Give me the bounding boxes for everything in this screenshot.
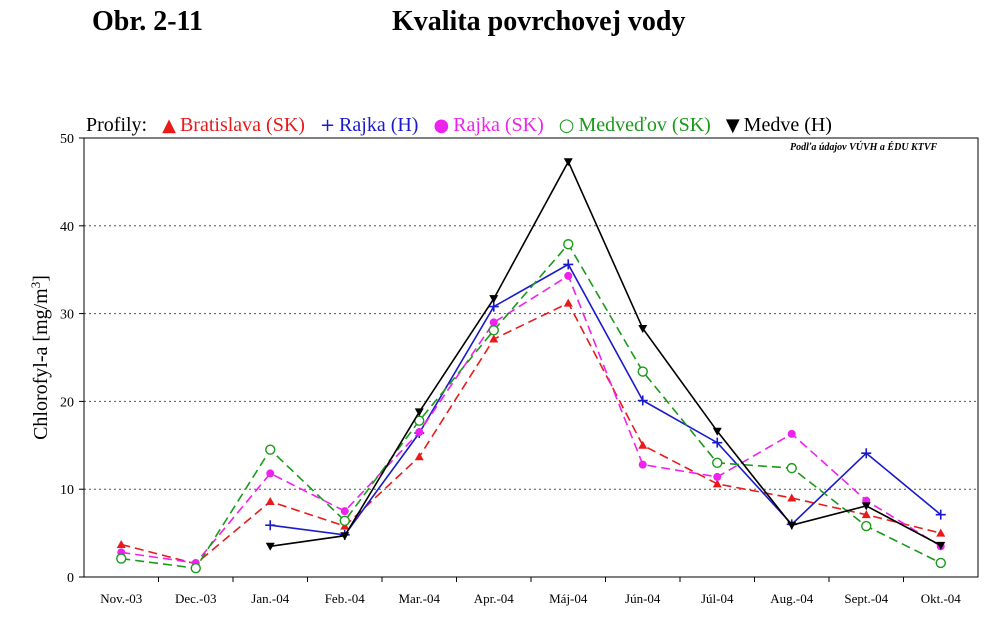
data-point — [638, 460, 647, 469]
data-point — [116, 553, 127, 564]
x-tick-label: Apr.-04 — [474, 591, 515, 606]
data-point — [265, 444, 276, 455]
legend-label: Rajka (H) — [339, 114, 419, 136]
x-tick-label: Nov.-03 — [100, 591, 142, 606]
legend-prefix: Profily: — [86, 114, 148, 136]
data-point — [861, 510, 871, 519]
series-line — [121, 302, 941, 565]
data-point — [935, 557, 946, 569]
legend-item-medvedov-sk: ○ Medveďov (SK) — [559, 114, 716, 136]
x-tick-label: Dec.-03 — [175, 591, 217, 606]
series-medve-ov-sk — [116, 239, 946, 574]
y-tick-label: 20 — [60, 395, 74, 410]
data-point — [563, 158, 573, 167]
legend-label: Rajka (SK) — [453, 114, 544, 136]
data-point — [712, 437, 723, 448]
legend-label: Medveďov (SK) — [578, 114, 711, 136]
series-bratislava-sk — [116, 298, 946, 568]
series-group — [116, 158, 946, 574]
figure-title: Kvalita povrchovej vody — [392, 6, 686, 37]
data-point — [265, 520, 276, 531]
x-tick-label: Okt.-04 — [921, 591, 962, 606]
data-point — [712, 479, 722, 488]
series-line — [270, 159, 942, 548]
series-line — [121, 274, 942, 564]
data-point — [340, 507, 349, 516]
data-point — [489, 318, 498, 327]
data-point — [638, 325, 648, 334]
data-point — [489, 334, 499, 343]
x-axis: Nov.-03 Dec.-03 Jan.-04 Feb.-04 Mar.-04 Apr.-… — [100, 577, 961, 606]
x-tick-label: Mar.-04 — [398, 591, 440, 606]
data-point — [637, 395, 648, 406]
x-tick-label: Sept.-04 — [844, 591, 888, 606]
data-point — [415, 428, 424, 437]
legend-item-rajka-h: + Rajka (H) — [320, 114, 424, 136]
x-tick-label: Jan.-04 — [251, 591, 289, 606]
open-circle-icon: ○ — [558, 115, 575, 136]
data-point — [116, 540, 126, 549]
data-point — [712, 457, 723, 469]
data-point — [190, 563, 201, 574]
x-tick-label: Feb.-04 — [325, 591, 366, 606]
series-medve-h — [265, 158, 946, 551]
x-tick-label: Máj-04 — [549, 591, 588, 606]
x-tick-label: Jún-04 — [625, 591, 661, 606]
legend-item-bratislava-sk: ▲ Bratislava (SK) — [162, 114, 310, 136]
data-point — [564, 271, 573, 280]
data-point — [637, 366, 648, 377]
series-line — [270, 263, 942, 536]
triangle-up-icon: ▲ — [162, 115, 176, 136]
legend-item-medve-h: ▼ Medve (H) — [726, 114, 832, 136]
series-rajka-sk — [117, 271, 945, 567]
data-point — [936, 528, 946, 537]
data-point — [861, 520, 872, 532]
data-point — [713, 472, 722, 481]
y-tick-label: 30 — [60, 308, 74, 323]
y-tick-label: 0 — [67, 571, 74, 586]
data-point — [935, 509, 946, 520]
data-point — [266, 469, 275, 478]
data-point — [414, 452, 424, 461]
data-point — [340, 532, 350, 541]
data-point — [787, 429, 796, 438]
data-point — [339, 515, 350, 527]
data-point — [861, 502, 871, 511]
triangle-down-icon: ▼ — [725, 115, 740, 136]
y-axis-label: Chlorofyl-a [mg/m3] — [28, 275, 52, 440]
data-point — [414, 408, 424, 417]
data-point — [488, 301, 499, 312]
x-tick-label: Júl-04 — [701, 591, 734, 606]
y-tick-label: 40 — [60, 220, 74, 235]
data-point — [936, 541, 946, 550]
grid-lines — [84, 225, 978, 490]
legend-item-rajka-sk: ● Rajka (SK) — [433, 114, 548, 136]
plus-icon: + — [319, 115, 336, 136]
x-tick-label: Aug.-04 — [770, 591, 813, 606]
y-tick-label: 10 — [60, 483, 74, 498]
legend-label: Medve (H) — [743, 114, 832, 136]
source-note: Podľa údajov VÚVH a ÉDU KTVF — [790, 142, 938, 153]
series-line — [121, 242, 942, 570]
data-point — [638, 440, 648, 449]
data-point — [488, 325, 499, 336]
legend-label: Bratislava (SK) — [179, 114, 305, 136]
data-point — [265, 542, 275, 551]
data-point — [861, 448, 872, 459]
filled-circle-icon: ● — [433, 115, 450, 136]
legend: Profily: ▲ Bratislava (SK) + Rajka (H) ● Ra… — [86, 114, 832, 137]
y-tick-label: 50 — [60, 132, 74, 147]
data-point — [489, 295, 499, 304]
y-axis: 0 10 20 30 40 50 — [60, 132, 84, 586]
data-point — [563, 259, 574, 270]
figure-number: Obr. 2-11 — [92, 6, 203, 37]
data-point — [563, 239, 574, 250]
data-point — [265, 496, 275, 505]
data-point — [786, 462, 797, 474]
data-point — [787, 521, 797, 530]
data-point — [712, 427, 722, 436]
data-point — [787, 493, 797, 502]
data-point — [563, 298, 573, 307]
